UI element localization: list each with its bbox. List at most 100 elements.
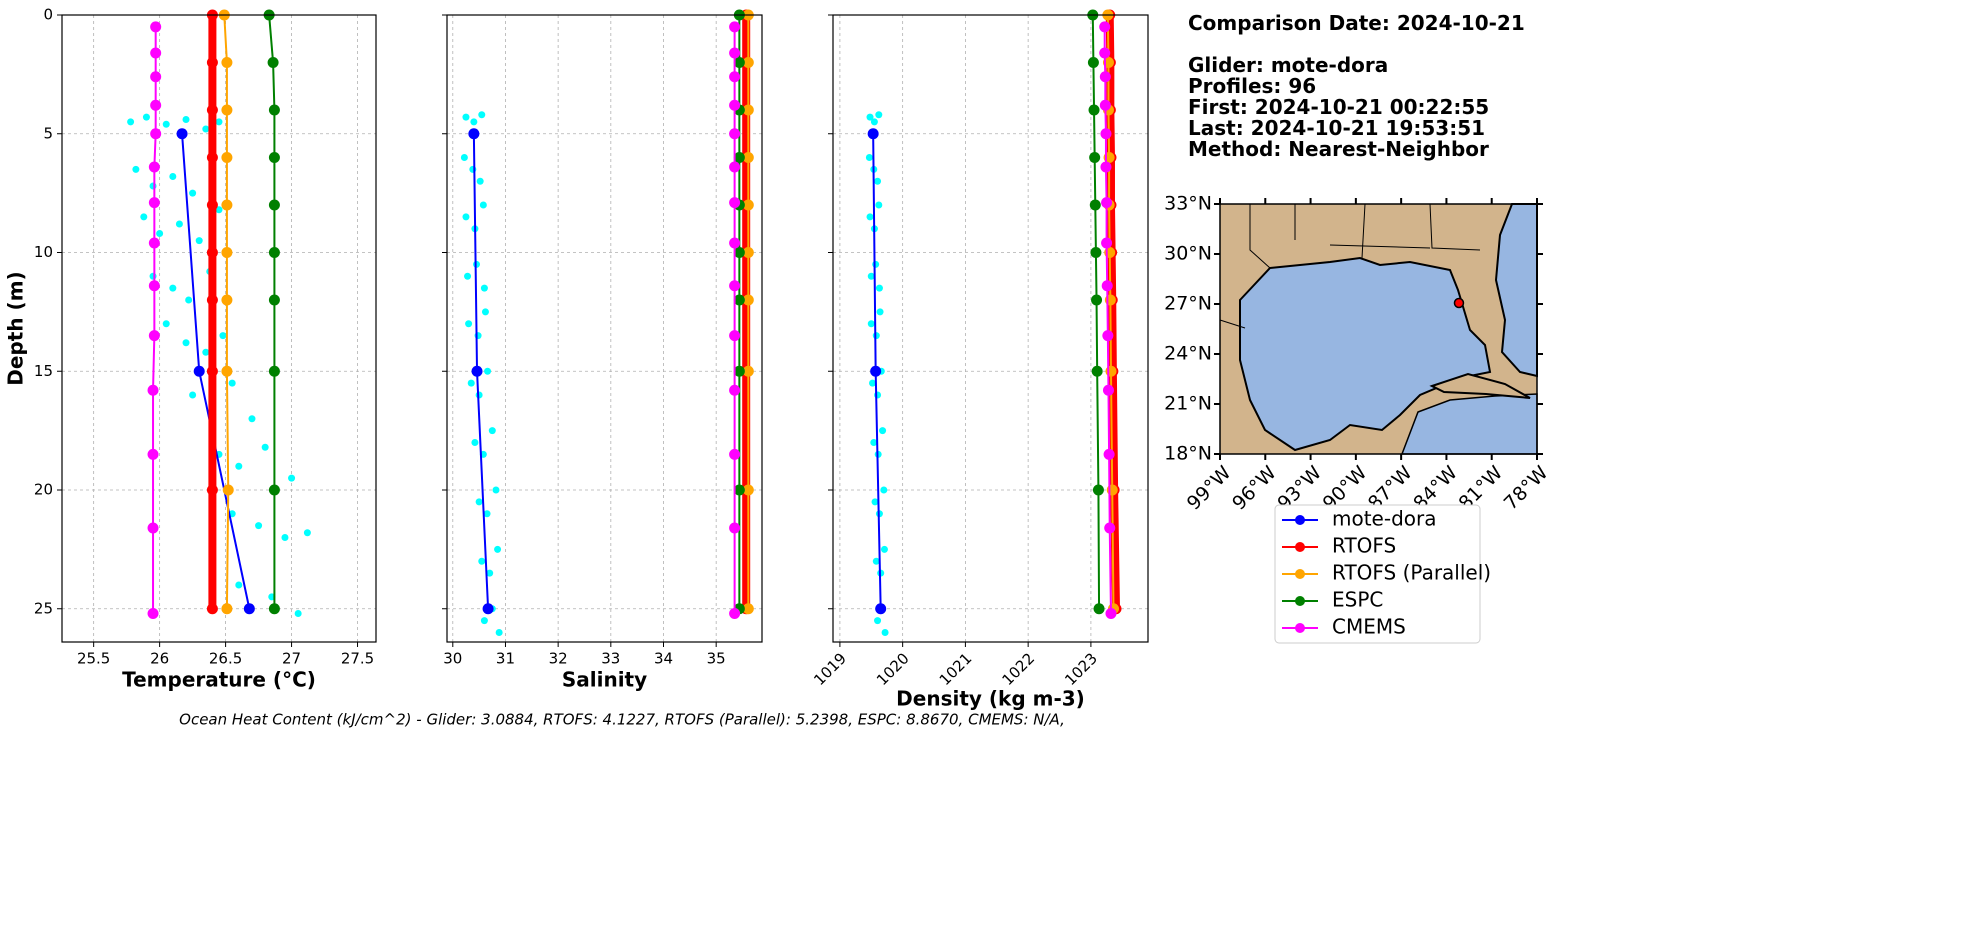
profile-marker [1099,71,1111,83]
profile-marker [1102,384,1114,396]
glider-point [866,213,874,221]
map: 18°N21°N24°N27°N30°N33°N99°W96°W93°W90°W… [1164,193,1552,515]
glider-point [162,320,170,328]
profile-marker [867,128,879,140]
profile-marker [875,603,887,615]
legend-marker [1295,542,1305,552]
x-tick-label: 33 [601,650,620,668]
borders [1219,203,1481,329]
glider-point [169,284,177,292]
glider-point [875,201,883,209]
profile-marker [206,152,218,163]
glider-point [865,154,873,161]
glider-point [866,113,874,121]
map-frame [1219,203,1538,455]
profile-marker [222,484,234,496]
cuba [1429,372,1531,399]
glider-point [872,557,880,565]
info-line: First: 2024-10-21 00:22:55 [1188,95,1489,119]
legend-label: mote-dora [1332,507,1437,531]
profile-marker [221,247,233,258]
profile-marker [1105,608,1117,619]
glider-point [875,111,883,119]
profile-marker [733,152,745,163]
glider-point [127,118,135,126]
lat-label: 18°N [1164,443,1212,465]
glider-point [261,443,269,451]
profile-marker [468,128,480,140]
profile-marker [206,57,218,68]
glider-point [189,391,197,399]
profile-marker [729,71,741,83]
profile-marker [268,152,280,163]
y-tick-label: 10 [34,243,53,261]
profile-marker [176,128,188,140]
glider-point [215,206,223,214]
legend-label: RTOFS (Parallel) [1332,561,1491,585]
profile-marker [729,47,741,59]
profile-marker [268,603,280,615]
glider-point [228,379,236,387]
glider-point [872,260,880,268]
x-axis-label: Temperature (°C) [122,668,316,692]
glider-point [303,529,311,537]
profile-marker [1089,199,1101,211]
glider-point [202,348,210,356]
glider-point [132,165,140,173]
y-tick-label: 15 [34,362,53,380]
profile-marker [729,161,741,173]
profile-marker [1090,247,1102,258]
profile-marker [206,199,218,211]
profile-marker [150,99,162,111]
profile-marker [148,280,160,292]
glider-point [488,427,496,435]
info-line: Comparison Date: 2024-10-21 [1188,11,1525,35]
profile-marker [268,484,280,496]
glider-point [494,545,502,553]
glider-point [879,427,887,435]
legend-label: ESPC [1332,588,1383,612]
profile-marker [206,104,218,116]
profile-marker [733,484,745,496]
profile-marker [729,237,741,249]
x-tick-label: 1020 [873,649,913,689]
glider-point [881,629,889,636]
legend-marker [1295,596,1305,606]
profile-marker [147,608,159,619]
glider-point [162,120,170,128]
profile-marker [1099,47,1111,59]
x-tick-label: 1022 [998,649,1038,689]
profile-marker [1101,237,1113,249]
glider-point [870,118,878,126]
profile-marker [729,330,741,342]
profile-marker [148,197,160,209]
profile-marker [206,294,218,306]
glider-point [219,332,227,340]
profile-marker [742,199,754,211]
profile-marker [148,161,160,173]
profile-marker [221,104,233,116]
glider-point [492,486,500,494]
glider-point [476,177,484,185]
legend: mote-dora RTOFS RTOFS (Parallel) ESPC CMEMS [1274,504,1491,644]
glider-point [175,220,183,228]
lat-label: 24°N [1164,343,1212,365]
profile-marker [267,57,279,68]
profile-marker [742,57,754,68]
x-tick-label: 1023 [1061,649,1101,689]
glider-point [478,557,486,565]
info-line: Glider: mote-dora [1188,53,1388,77]
legend-marker [1295,569,1305,579]
glider-point [481,308,489,316]
y-tick-label: 0 [43,6,53,24]
glider-point [140,213,148,221]
info-line: Last: 2024-10-21 19:53:51 [1188,116,1485,140]
glider-point [255,522,263,530]
profile-marker [742,365,754,377]
glider-point [189,189,197,197]
profile-marker [729,280,741,292]
profile-marker [221,199,233,211]
glider-point [874,391,882,399]
